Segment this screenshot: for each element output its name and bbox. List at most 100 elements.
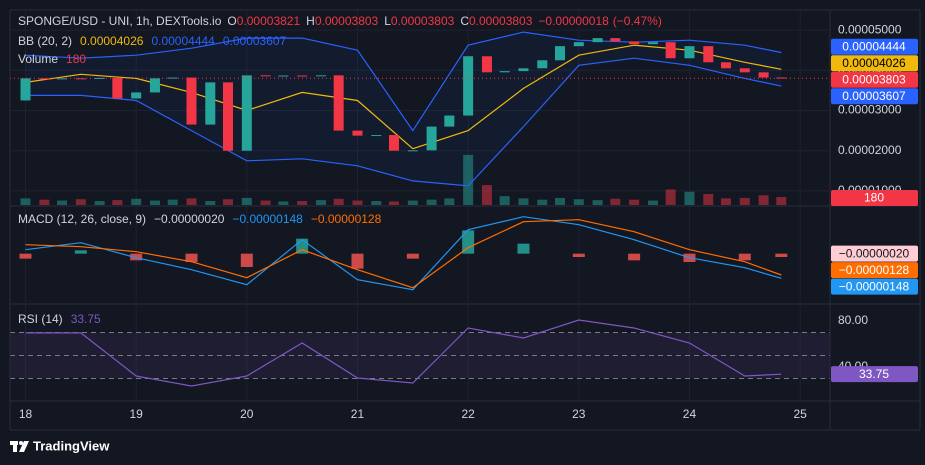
- legend-value: −0.00000020: [154, 212, 225, 226]
- x-tick-label: 20: [240, 407, 254, 421]
- legend-value: 180: [66, 52, 86, 66]
- x-tick-label: 25: [793, 407, 807, 421]
- candle: [758, 72, 769, 78]
- price-badge: [831, 55, 918, 72]
- candle: [665, 42, 676, 59]
- legend-value: −0.00000128: [311, 212, 382, 226]
- brand: TradingView: [33, 438, 110, 453]
- histogram-bar: [572, 253, 585, 257]
- candle: [205, 82, 216, 125]
- change-value: −0.00000018: [538, 14, 609, 28]
- x-tick-label: 19: [129, 407, 143, 421]
- candle: [703, 46, 714, 63]
- histogram-bar: [517, 243, 530, 254]
- plot: [10, 31, 830, 387]
- x-tick-label: 23: [572, 407, 586, 421]
- volume-bar: [573, 199, 584, 205]
- bb-upper: [25, 31, 782, 132]
- x-tick-label: 21: [351, 407, 365, 421]
- y-tick-label: 0.00003000: [838, 103, 902, 117]
- price-badge: [831, 278, 918, 295]
- histogram-bar: [74, 250, 87, 254]
- bb-band: [25, 32, 782, 186]
- legend-value: 0.00003607: [223, 34, 287, 48]
- candle: [518, 68, 529, 72]
- candle: [554, 46, 565, 61]
- volume-bar: [407, 200, 418, 205]
- legend-key: O: [227, 14, 236, 28]
- histogram-bar: [351, 253, 364, 269]
- candle: [720, 62, 731, 69]
- candle: [333, 75, 344, 131]
- logo-part: [13, 441, 17, 452]
- histogram-bar: [185, 253, 198, 262]
- candle: [629, 41, 640, 45]
- volume-bar: [205, 201, 216, 205]
- volume-bar: [720, 198, 731, 205]
- candle: [149, 78, 160, 93]
- price-badge: [831, 71, 918, 88]
- candle: [57, 78, 68, 80]
- volume-bar: [610, 198, 621, 205]
- candle: [610, 38, 621, 42]
- y-tick-label: 0.00002000: [838, 143, 902, 157]
- legend-value: 0.00004026: [80, 34, 144, 48]
- volume-bar: [39, 199, 50, 205]
- y-tick-label: 0.00005000: [838, 22, 902, 36]
- candle: [573, 42, 584, 47]
- volume-bar: [131, 198, 142, 205]
- volume-bar: [333, 198, 344, 205]
- volume-bar: [260, 200, 271, 205]
- signal-line: [25, 219, 782, 289]
- candle: [260, 75, 271, 77]
- volume-bar: [278, 201, 289, 205]
- histogram-bar: [130, 253, 143, 261]
- candle: [39, 78, 50, 80]
- volume-bar: [684, 191, 695, 205]
- volume-bar: [57, 200, 68, 205]
- x-tick-label: 18: [19, 407, 33, 421]
- candle: [776, 77, 787, 79]
- candle: [241, 75, 252, 151]
- legend-value: 0.00003803: [469, 14, 533, 28]
- histogram-bar: [628, 253, 641, 261]
- price-badge: [831, 245, 918, 262]
- candle: [444, 115, 455, 127]
- volume-bar: [665, 189, 676, 205]
- frame: [9, 9, 921, 431]
- candle: [739, 68, 750, 73]
- price-badge: [831, 88, 918, 105]
- candle: [537, 60, 548, 69]
- study-title: BB (20, 2): [18, 34, 72, 48]
- candle: [75, 78, 86, 80]
- macd-line: [25, 216, 782, 291]
- volume-bar: [75, 199, 86, 205]
- volume-bar: [223, 199, 234, 205]
- volume-bar: [315, 200, 326, 205]
- volume-bar: [554, 197, 565, 205]
- legend-value: 33.75: [71, 312, 101, 326]
- price-badge: [831, 366, 918, 383]
- candle: [352, 130, 363, 136]
- volume-bar: [463, 154, 474, 205]
- candle: [20, 78, 31, 101]
- candle: [426, 126, 437, 151]
- volume-bar: [241, 197, 252, 205]
- legend: SPONGE/USD - UNI, 1h, DEXTools.io O0.0000…: [18, 14, 662, 28]
- volume-bar: [592, 200, 603, 205]
- labels: 18192021222324250.000010000.000020000.00…: [18, 14, 918, 421]
- legend-key: C: [460, 14, 469, 28]
- rsi-line: [25, 319, 782, 387]
- price-badge: [831, 190, 918, 206]
- legend-key: L: [384, 14, 391, 28]
- histogram-bar: [19, 253, 32, 259]
- price-badge-label: 0.00003803: [842, 72, 906, 86]
- candle: [592, 38, 603, 43]
- price-badge-label: 0.00004026: [842, 56, 906, 70]
- legend-value: 0.00003821: [237, 14, 301, 28]
- volume-bar: [426, 199, 437, 205]
- candle: [388, 135, 399, 151]
- price-badge-label: 180: [864, 191, 884, 205]
- candle: [481, 56, 492, 73]
